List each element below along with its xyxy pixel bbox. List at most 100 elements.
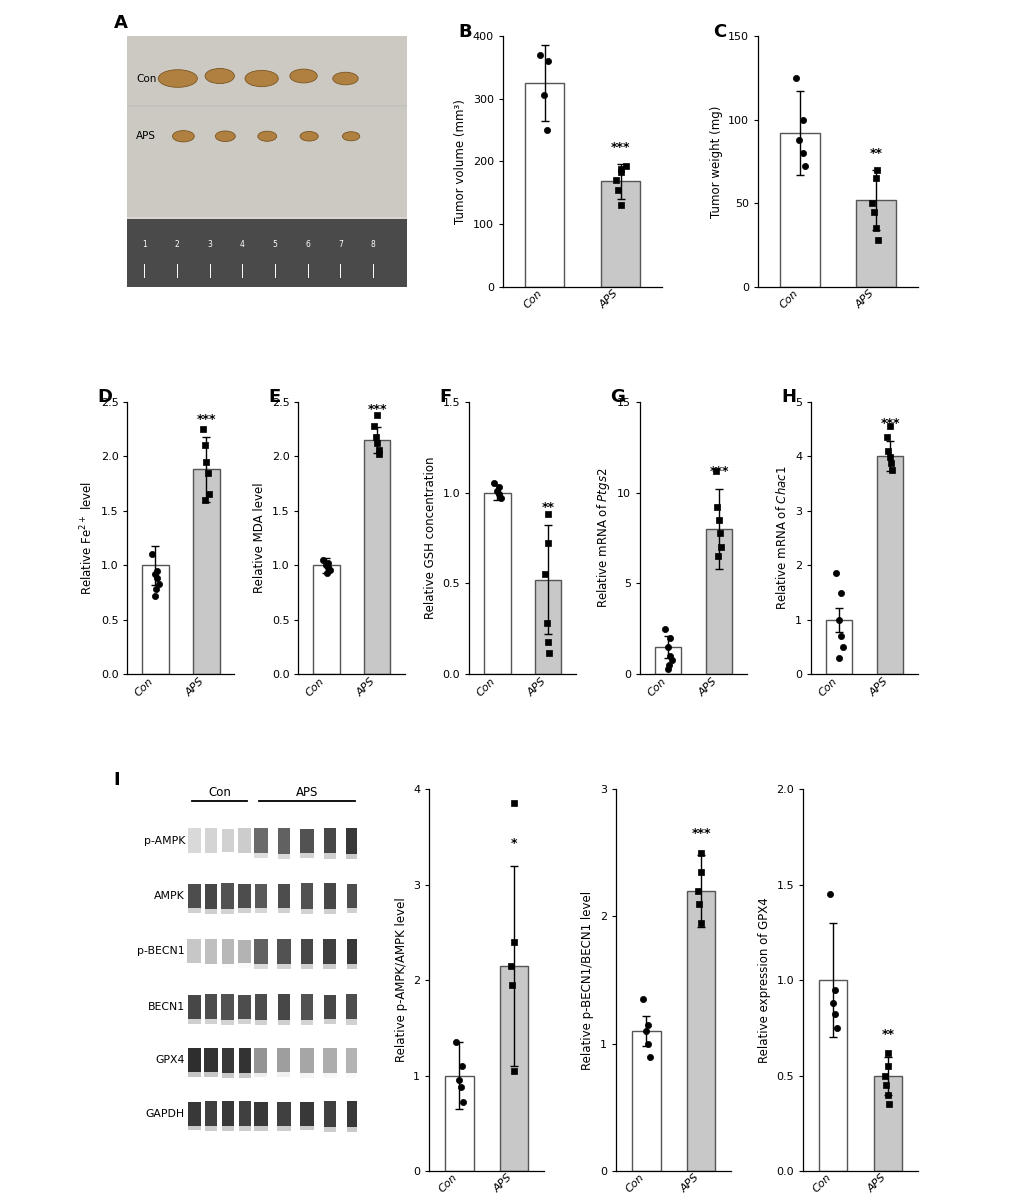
Y-axis label: Relative Fe$^{2+}$ level: Relative Fe$^{2+}$ level [78,480,95,595]
Y-axis label: Relative mRNA of $\it{Ptgs2}$: Relative mRNA of $\it{Ptgs2}$ [594,467,611,608]
Bar [205,994,217,1019]
Point [505,932,522,951]
Bar [221,852,234,857]
Bar [323,939,336,963]
Bar [301,964,313,969]
Y-axis label: Relative GSH concentration: Relative GSH concentration [424,456,437,619]
Bar [238,853,251,858]
Point [505,1061,522,1080]
Point [147,564,163,583]
Bar [187,995,201,1019]
Text: Con: Con [208,785,230,798]
Bar [238,1019,251,1024]
Bar [221,1073,233,1078]
Point [825,1005,842,1024]
Text: *: * [511,838,517,851]
Bar [193,470,219,674]
Bar [780,133,819,287]
Bar [301,883,313,909]
Text: **: ** [869,147,881,160]
Text: GAPDH: GAPDH [146,1109,184,1119]
Bar [237,963,252,968]
Bar [254,1048,267,1072]
Point [634,989,650,1009]
Bar [187,1048,201,1072]
Point [450,1071,467,1090]
Point [197,490,213,509]
Point [830,649,847,668]
Bar [187,853,201,858]
Bar [346,1073,359,1078]
Ellipse shape [205,68,234,84]
Point [659,638,676,657]
Ellipse shape [158,69,197,87]
Point [147,587,163,606]
Point [863,194,879,213]
Bar [323,883,335,909]
Bar [300,853,313,858]
Ellipse shape [215,131,235,141]
Point [710,510,727,529]
Bar [873,1076,901,1171]
Bar [301,939,313,964]
Point [538,614,554,633]
Point [454,1092,471,1111]
Point [149,569,165,588]
Bar [277,828,289,853]
Text: 7: 7 [337,240,342,249]
Bar [205,1019,217,1024]
Text: BECN1: BECN1 [148,1001,184,1012]
Bar [277,1102,290,1126]
Bar [205,828,217,853]
Point [502,956,519,975]
Text: 6: 6 [305,240,310,249]
Point [639,1034,655,1053]
Bar [825,620,852,674]
Bar [364,440,390,674]
Bar [345,994,359,1019]
Text: ***: *** [610,141,630,154]
Bar [187,939,201,963]
Point [318,556,334,575]
Text: F: F [439,388,451,406]
Point [641,1047,657,1066]
Point [827,564,844,583]
Bar [346,1127,359,1132]
Bar [444,1076,473,1171]
Bar [818,980,847,1171]
Bar [632,1031,660,1171]
Text: p-AMPK: p-AMPK [144,835,184,846]
Point [823,993,840,1012]
Bar [534,580,560,674]
Point [867,219,883,238]
Point [709,546,726,565]
Point [878,428,895,447]
Bar [323,963,336,968]
Bar [187,908,201,913]
Point [867,168,883,188]
Text: E: E [268,388,280,406]
Point [612,163,629,182]
Bar [127,219,407,287]
Point [492,489,508,508]
Bar [300,1048,313,1073]
Point [867,160,883,179]
Point [637,1022,653,1041]
Point [488,482,504,501]
Point [879,1043,896,1062]
Point [794,143,810,163]
Bar [254,853,267,858]
Point [539,534,555,553]
Point [869,231,886,250]
Point [453,1056,470,1076]
Bar [277,1019,289,1025]
Point [369,405,385,424]
Point [881,417,898,436]
Bar [300,828,313,853]
Point [447,1032,464,1052]
Ellipse shape [172,130,194,142]
Bar [301,909,313,914]
Bar [238,828,251,853]
Point [370,440,386,459]
Text: B: B [458,23,471,42]
